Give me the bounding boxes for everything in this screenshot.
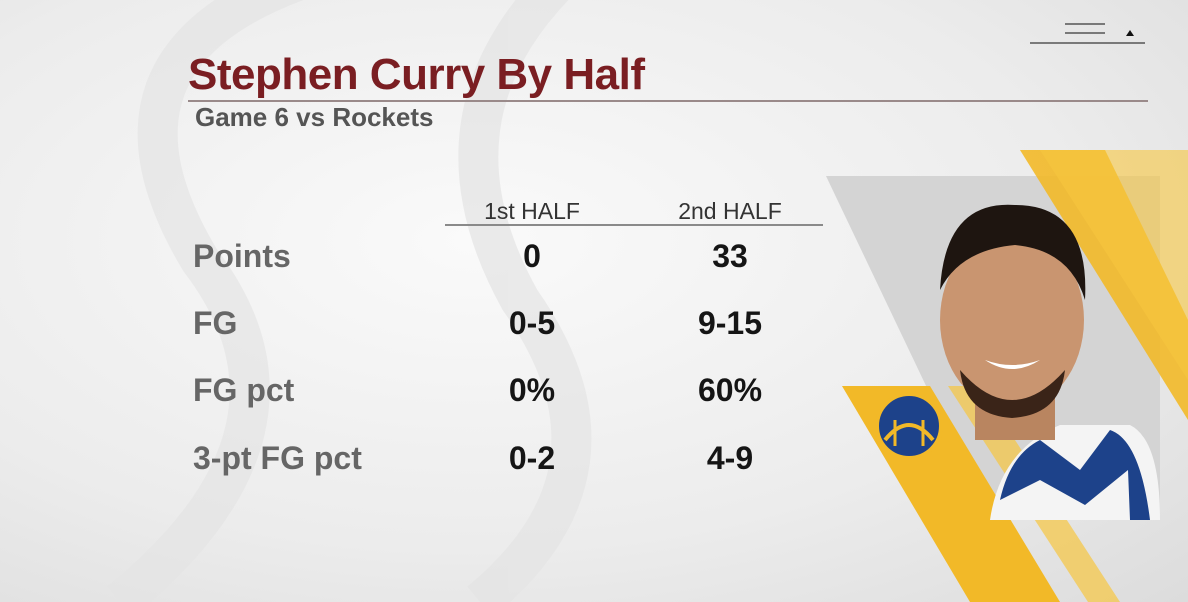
row-label: FG pct <box>193 372 295 408</box>
row-label: 3-pt FG pct <box>193 440 362 476</box>
cell-value: 4-9 <box>706 440 754 476</box>
cell-value: 33 <box>712 238 748 274</box>
cell-value: 0% <box>508 372 556 408</box>
column-header: 1st HALF <box>484 198 580 224</box>
column-header: 2nd HALF <box>678 198 782 224</box>
subtitle: Game 6 vs Rockets <box>195 102 434 132</box>
cell-value: 0-5 <box>508 305 556 341</box>
title: Stephen Curry By Half <box>188 50 645 99</box>
title-rule <box>188 100 1148 102</box>
cell-value: 9-15 <box>697 305 763 341</box>
cell-value: 0-2 <box>508 440 556 476</box>
header-rule <box>445 224 823 226</box>
row-label: FG <box>193 305 238 341</box>
cell-value: 0 <box>523 238 541 274</box>
cell-value: 60% <box>697 372 763 408</box>
row-label: Points <box>193 238 291 274</box>
